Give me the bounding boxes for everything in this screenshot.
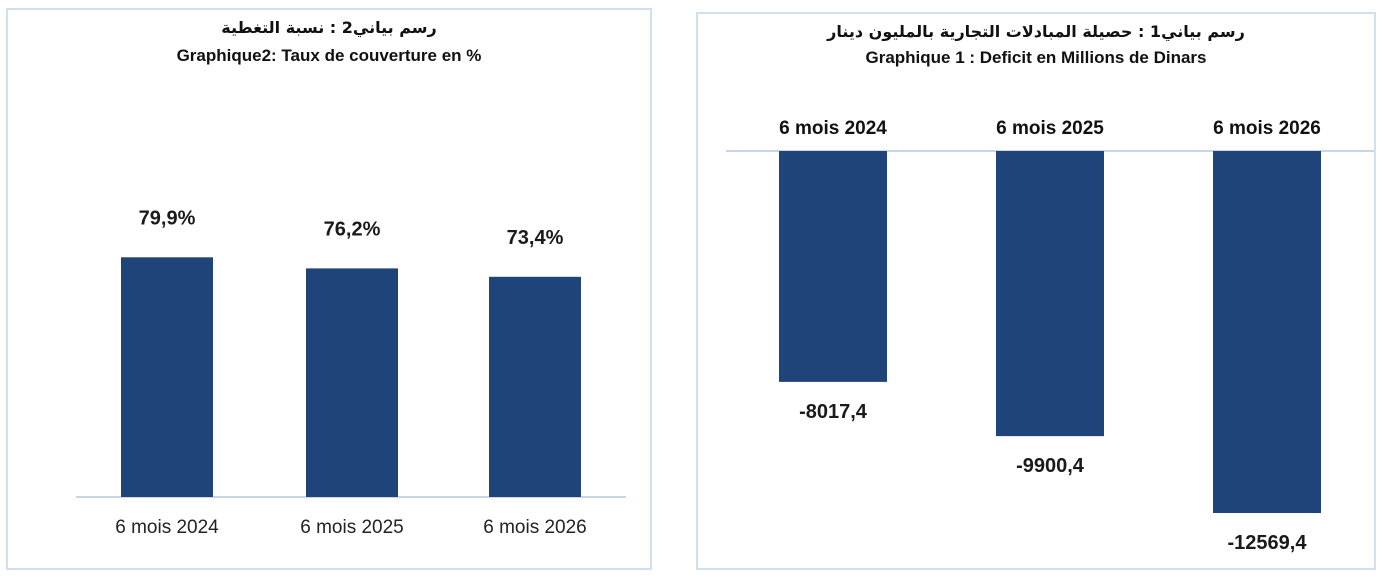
bar — [306, 268, 398, 497]
x-tick-label: 6 mois 2024 — [779, 118, 887, 139]
x-tick-label: 6 mois 2025 — [300, 517, 404, 538]
x-tick-label: 6 mois 2024 — [115, 517, 219, 538]
x-tick-label: 6 mois 2026 — [1213, 118, 1321, 139]
data-label: 79,9% — [139, 207, 196, 229]
chart-title: Graphique 1 : Deficit en Millions de Din… — [865, 48, 1207, 67]
chart-title-arabic: رسم بياني1 : حصيلة المبادلات التجارية با… — [827, 22, 1245, 41]
chart-title-arabic: رسم بياني2 : نسبة التغطية — [221, 18, 437, 37]
bar — [996, 151, 1104, 437]
data-label: 73,4% — [507, 227, 564, 249]
coverage-bar-chart: 79,9% 6 mois 2024 76,2% 6 mois 2025 73,4% 6 m… — [76, 207, 626, 538]
chart-panel-coverage: رسم بياني2 : نسبة التغطية Graphique2: Ta… — [6, 8, 652, 570]
data-label: 76,2% — [324, 218, 381, 240]
data-label: -12569,4 — [1228, 532, 1308, 554]
bar — [779, 151, 887, 382]
bar — [1213, 151, 1321, 513]
chart-title: Graphique2: Taux de couverture en % — [176, 46, 482, 65]
x-tick-label: 6 mois 2025 — [996, 118, 1104, 139]
x-tick-label: 6 mois 2026 — [483, 517, 587, 538]
data-label: -8017,4 — [799, 401, 868, 423]
chart-panel-deficit: رسم بياني1 : حصيلة المبادلات التجارية با… — [696, 12, 1376, 570]
deficit-bar-chart: -8017,4 6 mois 2024 -9900,4 6 mois 2025 -125… — [726, 118, 1374, 554]
bar — [121, 257, 213, 497]
bar — [489, 276, 581, 497]
data-label: -9900,4 — [1016, 455, 1085, 477]
